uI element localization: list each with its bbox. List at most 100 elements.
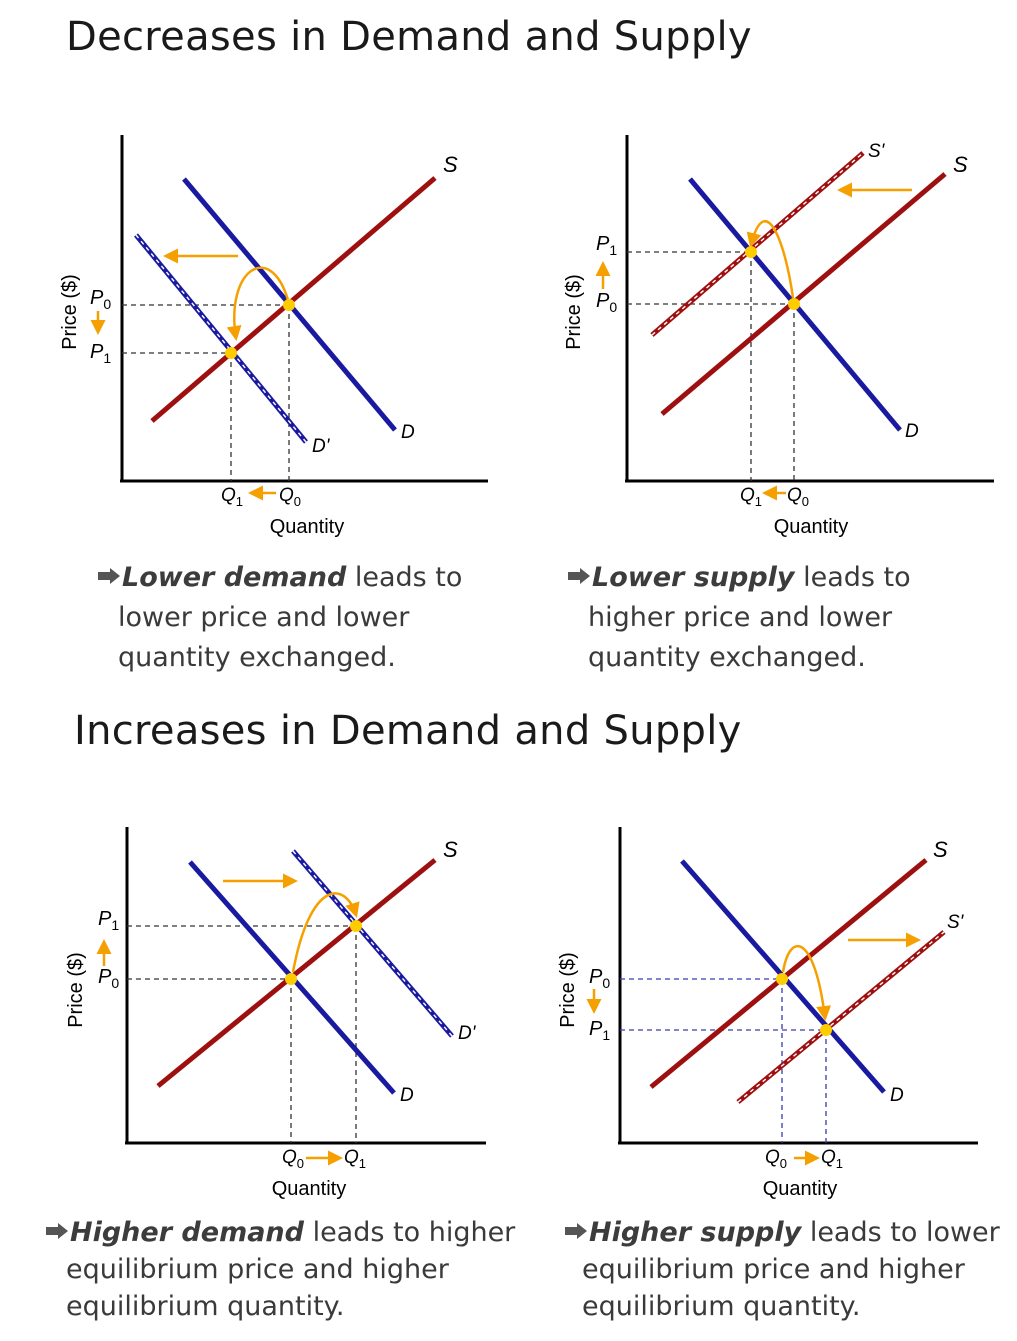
guide-lines	[122, 304, 290, 481]
demand-label: D	[905, 421, 919, 442]
caption-rest: leads to lower	[801, 1217, 1000, 1248]
equilibrium-point-new	[745, 246, 757, 258]
svg-text:P0: P0	[589, 966, 610, 991]
equilibrium-point-initial	[283, 299, 295, 311]
supply-curve	[649, 858, 928, 1089]
bullet-arrow-icon	[568, 568, 590, 584]
equilibrium-move-arrow	[291, 892, 360, 973]
equilibrium-point-new	[350, 920, 362, 932]
equilibrium-move-arrow	[226, 266, 290, 341]
price-bottom-label: P	[589, 1018, 603, 1040]
caption-line-2: equilibrium price and higher	[66, 1254, 449, 1285]
supply-curve	[150, 176, 437, 423]
caption-lead: Higher supply	[589, 1217, 802, 1248]
svg-text:P0: P0	[90, 287, 111, 312]
svg-text:Q0: Q0	[787, 485, 809, 509]
bullet-arrow-icon	[565, 1223, 587, 1239]
svg-text:P1: P1	[90, 341, 111, 366]
quantity-right-label: Q	[821, 1147, 836, 1168]
caption-higher-demand: Higher demand leads to higher equilibriu…	[46, 1214, 515, 1325]
caption-lower-supply: Lower supply leads to higher price and l…	[568, 558, 911, 678]
bullet-arrow-icon	[98, 568, 120, 584]
svg-text:Q0: Q0	[282, 1147, 304, 1171]
guide-lines	[127, 925, 357, 1143]
supply-label: S	[953, 152, 968, 177]
svg-text:Q1: Q1	[740, 485, 762, 509]
caption-line-2: lower price and lower	[118, 602, 410, 633]
svg-text:Q0: Q0	[279, 485, 301, 509]
quantity-left-sub: 0	[780, 1156, 787, 1171]
shifted-demand-label: D'	[458, 1023, 477, 1044]
price-bottom-sub: 1	[103, 350, 111, 366]
shifted-demand-label: D'	[312, 436, 331, 457]
quantity-right-sub: 0	[802, 494, 809, 509]
equilibrium-move-arrow	[781, 944, 832, 1021]
quantity-left-label: Q	[765, 1147, 780, 1168]
caption-line-2: equilibrium price and higher	[582, 1254, 965, 1285]
y-axis-label: Price ($)	[557, 952, 579, 1028]
price-top-sub: 1	[609, 242, 617, 258]
caption-rest: leads to	[346, 562, 463, 593]
supply-curve	[156, 858, 437, 1088]
price-top-sub: 0	[602, 975, 610, 991]
caption-lead: Lower demand	[122, 562, 347, 593]
shifted-demand-curve	[134, 233, 308, 444]
supply-label: S	[443, 837, 458, 862]
svg-text:P0: P0	[98, 966, 119, 991]
svg-text:Q1: Q1	[344, 1147, 366, 1171]
quantity-left-label: Q	[740, 485, 755, 506]
svg-text:Q1: Q1	[821, 1147, 843, 1171]
x-axis-label: Quantity	[774, 516, 848, 538]
bullet-arrow-icon	[46, 1223, 68, 1239]
price-bottom-sub: 0	[111, 975, 119, 991]
svg-text:P1: P1	[596, 233, 617, 258]
caption-line-3: equilibrium quantity.	[66, 1291, 345, 1322]
equilibrium-point-new	[225, 347, 237, 359]
price-bottom-label: P	[596, 290, 610, 312]
shifted-supply-curve	[736, 930, 946, 1104]
price-top-label: P	[90, 287, 104, 309]
equilibrium-point-initial	[788, 298, 800, 310]
caption-line-2: higher price and lower	[588, 602, 893, 633]
equilibrium-point-initial	[776, 973, 788, 985]
price-top-label: P	[589, 966, 603, 988]
svg-text:Q0: Q0	[765, 1147, 787, 1171]
x-axis-label: Quantity	[763, 1178, 837, 1200]
equilibrium-point-new	[820, 1024, 832, 1036]
axes	[618, 827, 978, 1145]
shifted-supply-label: S'	[868, 141, 886, 162]
quantity-right-sub: 0	[294, 494, 301, 509]
demand-label: D	[890, 1085, 904, 1106]
price-top-sub: 0	[103, 296, 111, 312]
demand-label: D	[401, 422, 415, 443]
svg-text:P1: P1	[589, 1018, 610, 1043]
heading-increases: Increases in Demand and Supply	[74, 708, 742, 754]
quantity-right-label: Q	[279, 485, 294, 506]
caption-rest: leads to	[794, 562, 911, 593]
demand-label: D	[400, 1085, 414, 1106]
price-top-label: P	[596, 233, 610, 255]
x-axis-label: Quantity	[270, 516, 344, 538]
caption-lower-demand: Lower demand leads to lower price and lo…	[98, 558, 462, 678]
heading-decreases: Decreases in Demand and Supply	[66, 14, 752, 60]
axes	[125, 827, 486, 1145]
guide-lines	[620, 978, 827, 1143]
svg-text:P0: P0	[596, 290, 617, 315]
caption-lead: Higher demand	[70, 1217, 304, 1248]
equilibrium-point-initial	[285, 973, 297, 985]
quantity-left-sub: 1	[755, 494, 762, 509]
shifted-supply-label: S'	[947, 912, 965, 933]
quantity-right-sub: 1	[359, 1156, 366, 1171]
price-bottom-label: P	[98, 966, 112, 988]
y-axis-label: Price ($)	[59, 274, 81, 350]
quantity-left-label: Q	[221, 485, 236, 506]
quantity-left-sub: 0	[297, 1156, 304, 1171]
axes	[625, 135, 994, 483]
price-top-sub: 1	[111, 917, 119, 933]
caption-rest: leads to higher	[303, 1217, 516, 1248]
quantity-left-label: Q	[282, 1147, 297, 1168]
quantity-right-label: Q	[787, 485, 802, 506]
price-bottom-sub: 1	[602, 1027, 610, 1043]
